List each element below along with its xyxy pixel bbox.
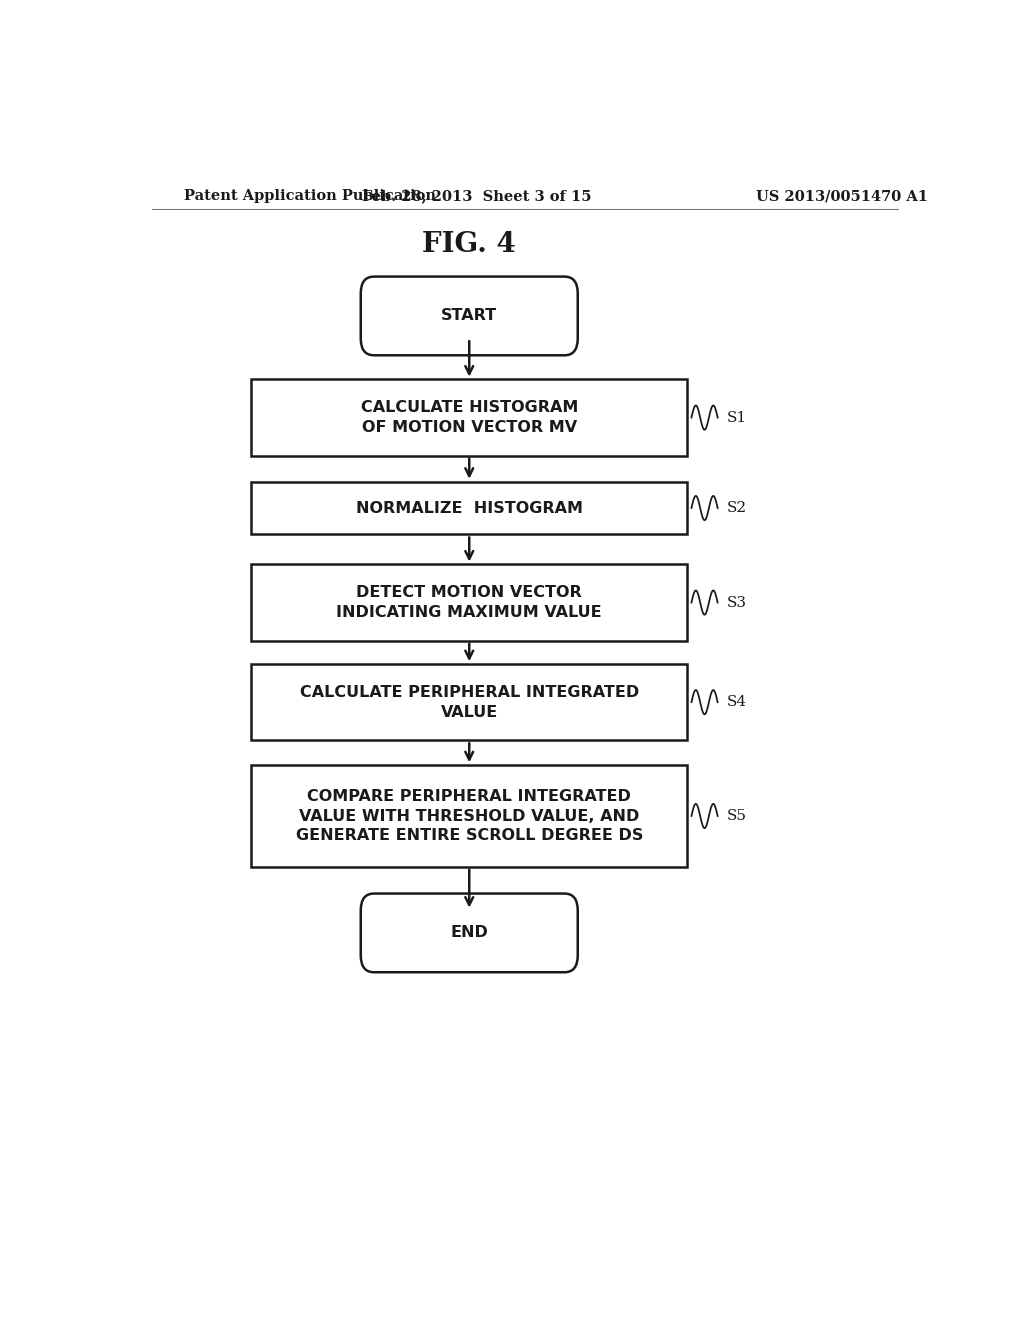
Text: S4: S4 bbox=[727, 696, 748, 709]
FancyBboxPatch shape bbox=[251, 766, 687, 867]
Text: START: START bbox=[441, 309, 498, 323]
FancyBboxPatch shape bbox=[360, 894, 578, 973]
Text: CALCULATE PERIPHERAL INTEGRATED
VALUE: CALCULATE PERIPHERAL INTEGRATED VALUE bbox=[300, 685, 639, 719]
Text: CALCULATE HISTOGRAM
OF MOTION VECTOR MV: CALCULATE HISTOGRAM OF MOTION VECTOR MV bbox=[360, 400, 578, 436]
Text: S2: S2 bbox=[727, 502, 748, 515]
Text: S5: S5 bbox=[727, 809, 748, 822]
Text: US 2013/0051470 A1: US 2013/0051470 A1 bbox=[757, 189, 928, 203]
Text: FIG. 4: FIG. 4 bbox=[422, 231, 516, 259]
Text: S3: S3 bbox=[727, 595, 748, 610]
Text: Patent Application Publication: Patent Application Publication bbox=[183, 189, 435, 203]
Text: DETECT MOTION VECTOR
INDICATING MAXIMUM VALUE: DETECT MOTION VECTOR INDICATING MAXIMUM … bbox=[337, 585, 602, 620]
Text: END: END bbox=[451, 925, 488, 940]
FancyBboxPatch shape bbox=[251, 379, 687, 455]
FancyBboxPatch shape bbox=[251, 565, 687, 640]
FancyBboxPatch shape bbox=[251, 482, 687, 535]
FancyBboxPatch shape bbox=[251, 664, 687, 741]
Text: NORMALIZE  HISTOGRAM: NORMALIZE HISTOGRAM bbox=[355, 500, 583, 516]
Text: COMPARE PERIPHERAL INTEGRATED
VALUE WITH THRESHOLD VALUE, AND
GENERATE ENTIRE SC: COMPARE PERIPHERAL INTEGRATED VALUE WITH… bbox=[296, 789, 643, 843]
Text: Feb. 28, 2013  Sheet 3 of 15: Feb. 28, 2013 Sheet 3 of 15 bbox=[362, 189, 592, 203]
FancyBboxPatch shape bbox=[360, 277, 578, 355]
Text: S1: S1 bbox=[727, 411, 748, 425]
